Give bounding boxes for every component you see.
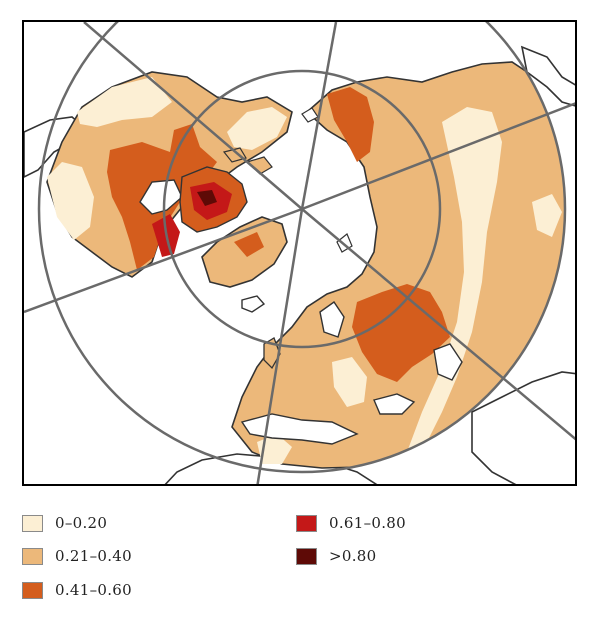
iceland-land — [241, 295, 266, 313]
legend-swatch — [22, 514, 43, 532]
map-frame — [22, 20, 577, 486]
legend-label: 0.61–0.80 — [329, 514, 406, 532]
latitude-circle — [162, 69, 442, 349]
mediterranean-water — [240, 413, 359, 445]
eurasia-light-band — [407, 107, 502, 452]
legend-item: 0.21–0.40 — [22, 547, 132, 565]
russia-high-zone — [352, 284, 450, 382]
arctic-archipelago-extreme — [197, 190, 217, 206]
legend-item: 0.41–0.60 — [22, 581, 132, 599]
arctic-island-2 — [222, 147, 247, 163]
north-america-light-zone-2 — [47, 162, 94, 240]
legend-label: 0.41–0.60 — [55, 581, 132, 599]
meridian-line-2 — [300, 22, 338, 210]
greenland-high-zone — [234, 232, 264, 257]
legend-swatch — [296, 547, 317, 565]
legend-label: 0–0.20 — [55, 514, 108, 532]
asia-ne-outside-land — [520, 45, 575, 107]
legend-item: 0.61–0.80 — [296, 514, 406, 532]
legend-label: 0.21–0.40 — [55, 547, 132, 565]
north-america-light-zone-3 — [227, 107, 287, 150]
meridian-line-6 — [301, 208, 575, 441]
black-sea-water — [373, 393, 416, 415]
domain-boundary — [37, 22, 567, 474]
meridian-line-3 — [301, 102, 575, 211]
legend-swatch — [22, 547, 43, 565]
meridian-line-4 — [24, 207, 303, 314]
europe-light-patch — [332, 357, 367, 407]
legend-item: 0–0.20 — [22, 514, 107, 532]
caspian-sea-water — [433, 343, 463, 381]
north-america-light-zone — [77, 77, 172, 127]
polar-map — [24, 22, 575, 484]
baltic-sea-water — [319, 301, 345, 338]
eurasia-light-patch-east — [532, 194, 562, 237]
legend-swatch — [296, 514, 317, 532]
legend-swatch — [22, 581, 43, 599]
legend-item: >0.80 — [296, 547, 376, 565]
meridian-line-5 — [256, 208, 304, 484]
scandinavia-high-zone — [327, 87, 374, 162]
meridian-line-1 — [83, 22, 303, 210]
graticule — [24, 22, 575, 484]
legend-label: >0.80 — [329, 547, 377, 565]
